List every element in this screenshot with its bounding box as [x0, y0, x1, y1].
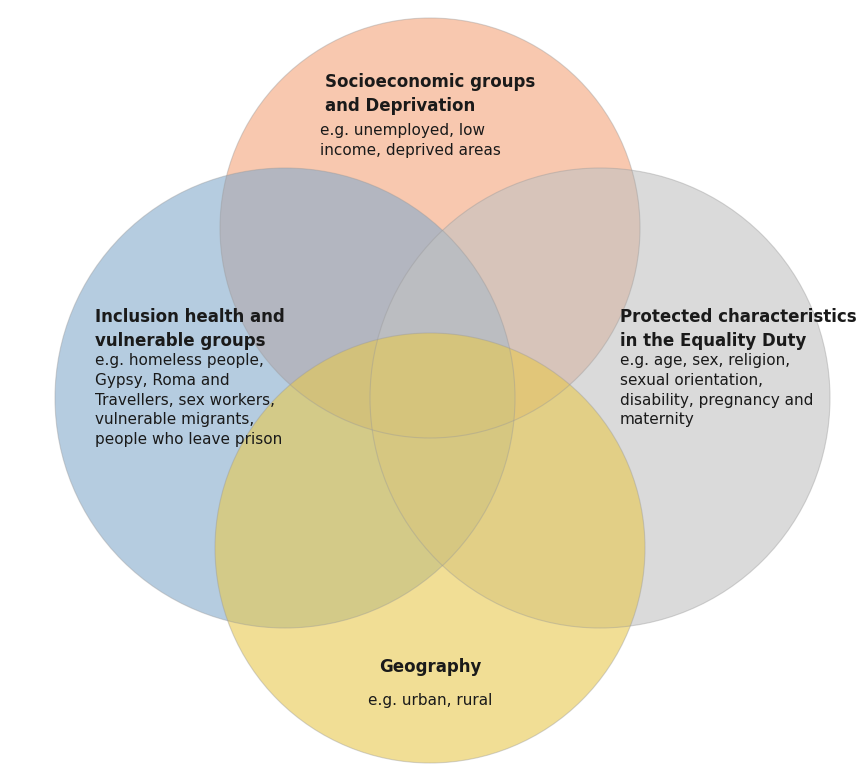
- Text: Protected characteristics
in the Equality Duty: Protected characteristics in the Equalit…: [620, 308, 856, 349]
- Ellipse shape: [220, 18, 640, 438]
- Text: Inclusion health and
vulnerable groups: Inclusion health and vulnerable groups: [95, 308, 285, 349]
- Ellipse shape: [370, 168, 830, 628]
- Text: Geography: Geography: [379, 658, 481, 676]
- Text: e.g. homeless people,
Gypsy, Roma and
Travellers, sex workers,
vulnerable migran: e.g. homeless people, Gypsy, Roma and Tr…: [95, 353, 282, 447]
- Ellipse shape: [215, 333, 645, 763]
- Text: e.g. unemployed, low
income, deprived areas: e.g. unemployed, low income, deprived ar…: [319, 123, 500, 157]
- Ellipse shape: [55, 168, 515, 628]
- Text: e.g. age, sex, religion,
sexual orientation,
disability, pregnancy and
maternity: e.g. age, sex, religion, sexual orientat…: [620, 353, 813, 428]
- Text: e.g. urban, rural: e.g. urban, rural: [368, 693, 492, 708]
- Text: Socioeconomic groups
and Deprivation: Socioeconomic groups and Deprivation: [325, 73, 535, 114]
